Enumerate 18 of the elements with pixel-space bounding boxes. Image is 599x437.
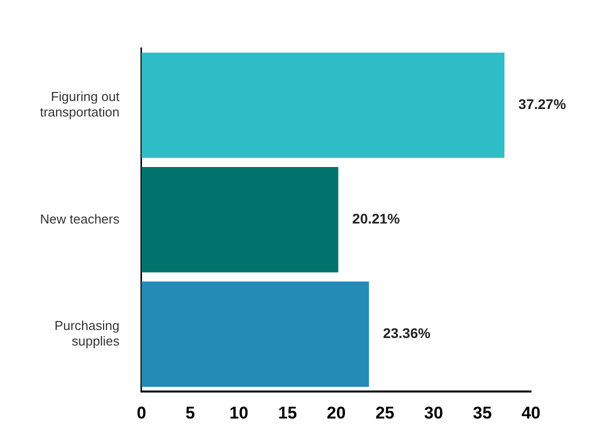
x-tick-label: 15	[278, 403, 298, 422]
bar	[141, 167, 338, 272]
y-tick-label: Figuring out transportation	[40, 89, 120, 120]
x-tick-label: 10	[229, 403, 248, 422]
x-tick-label: 25	[375, 403, 394, 422]
y-tick-label: New teachers	[40, 211, 120, 226]
x-tick-label: 30	[424, 403, 444, 422]
x-tick-label: 40	[522, 403, 540, 422]
data-label: 20.21%	[352, 210, 400, 227]
y-tick-label: Purchasing supplies	[54, 318, 120, 349]
x-tick-label: 35	[472, 403, 492, 422]
data-label: 23.36%	[382, 325, 431, 342]
bar	[141, 52, 504, 158]
data-label: 37.27%	[518, 96, 566, 112]
x-tick-label: 20	[326, 403, 346, 422]
bar	[141, 282, 369, 387]
x-tick-label: 5	[185, 403, 195, 422]
x-tick-label: 0	[136, 403, 146, 422]
